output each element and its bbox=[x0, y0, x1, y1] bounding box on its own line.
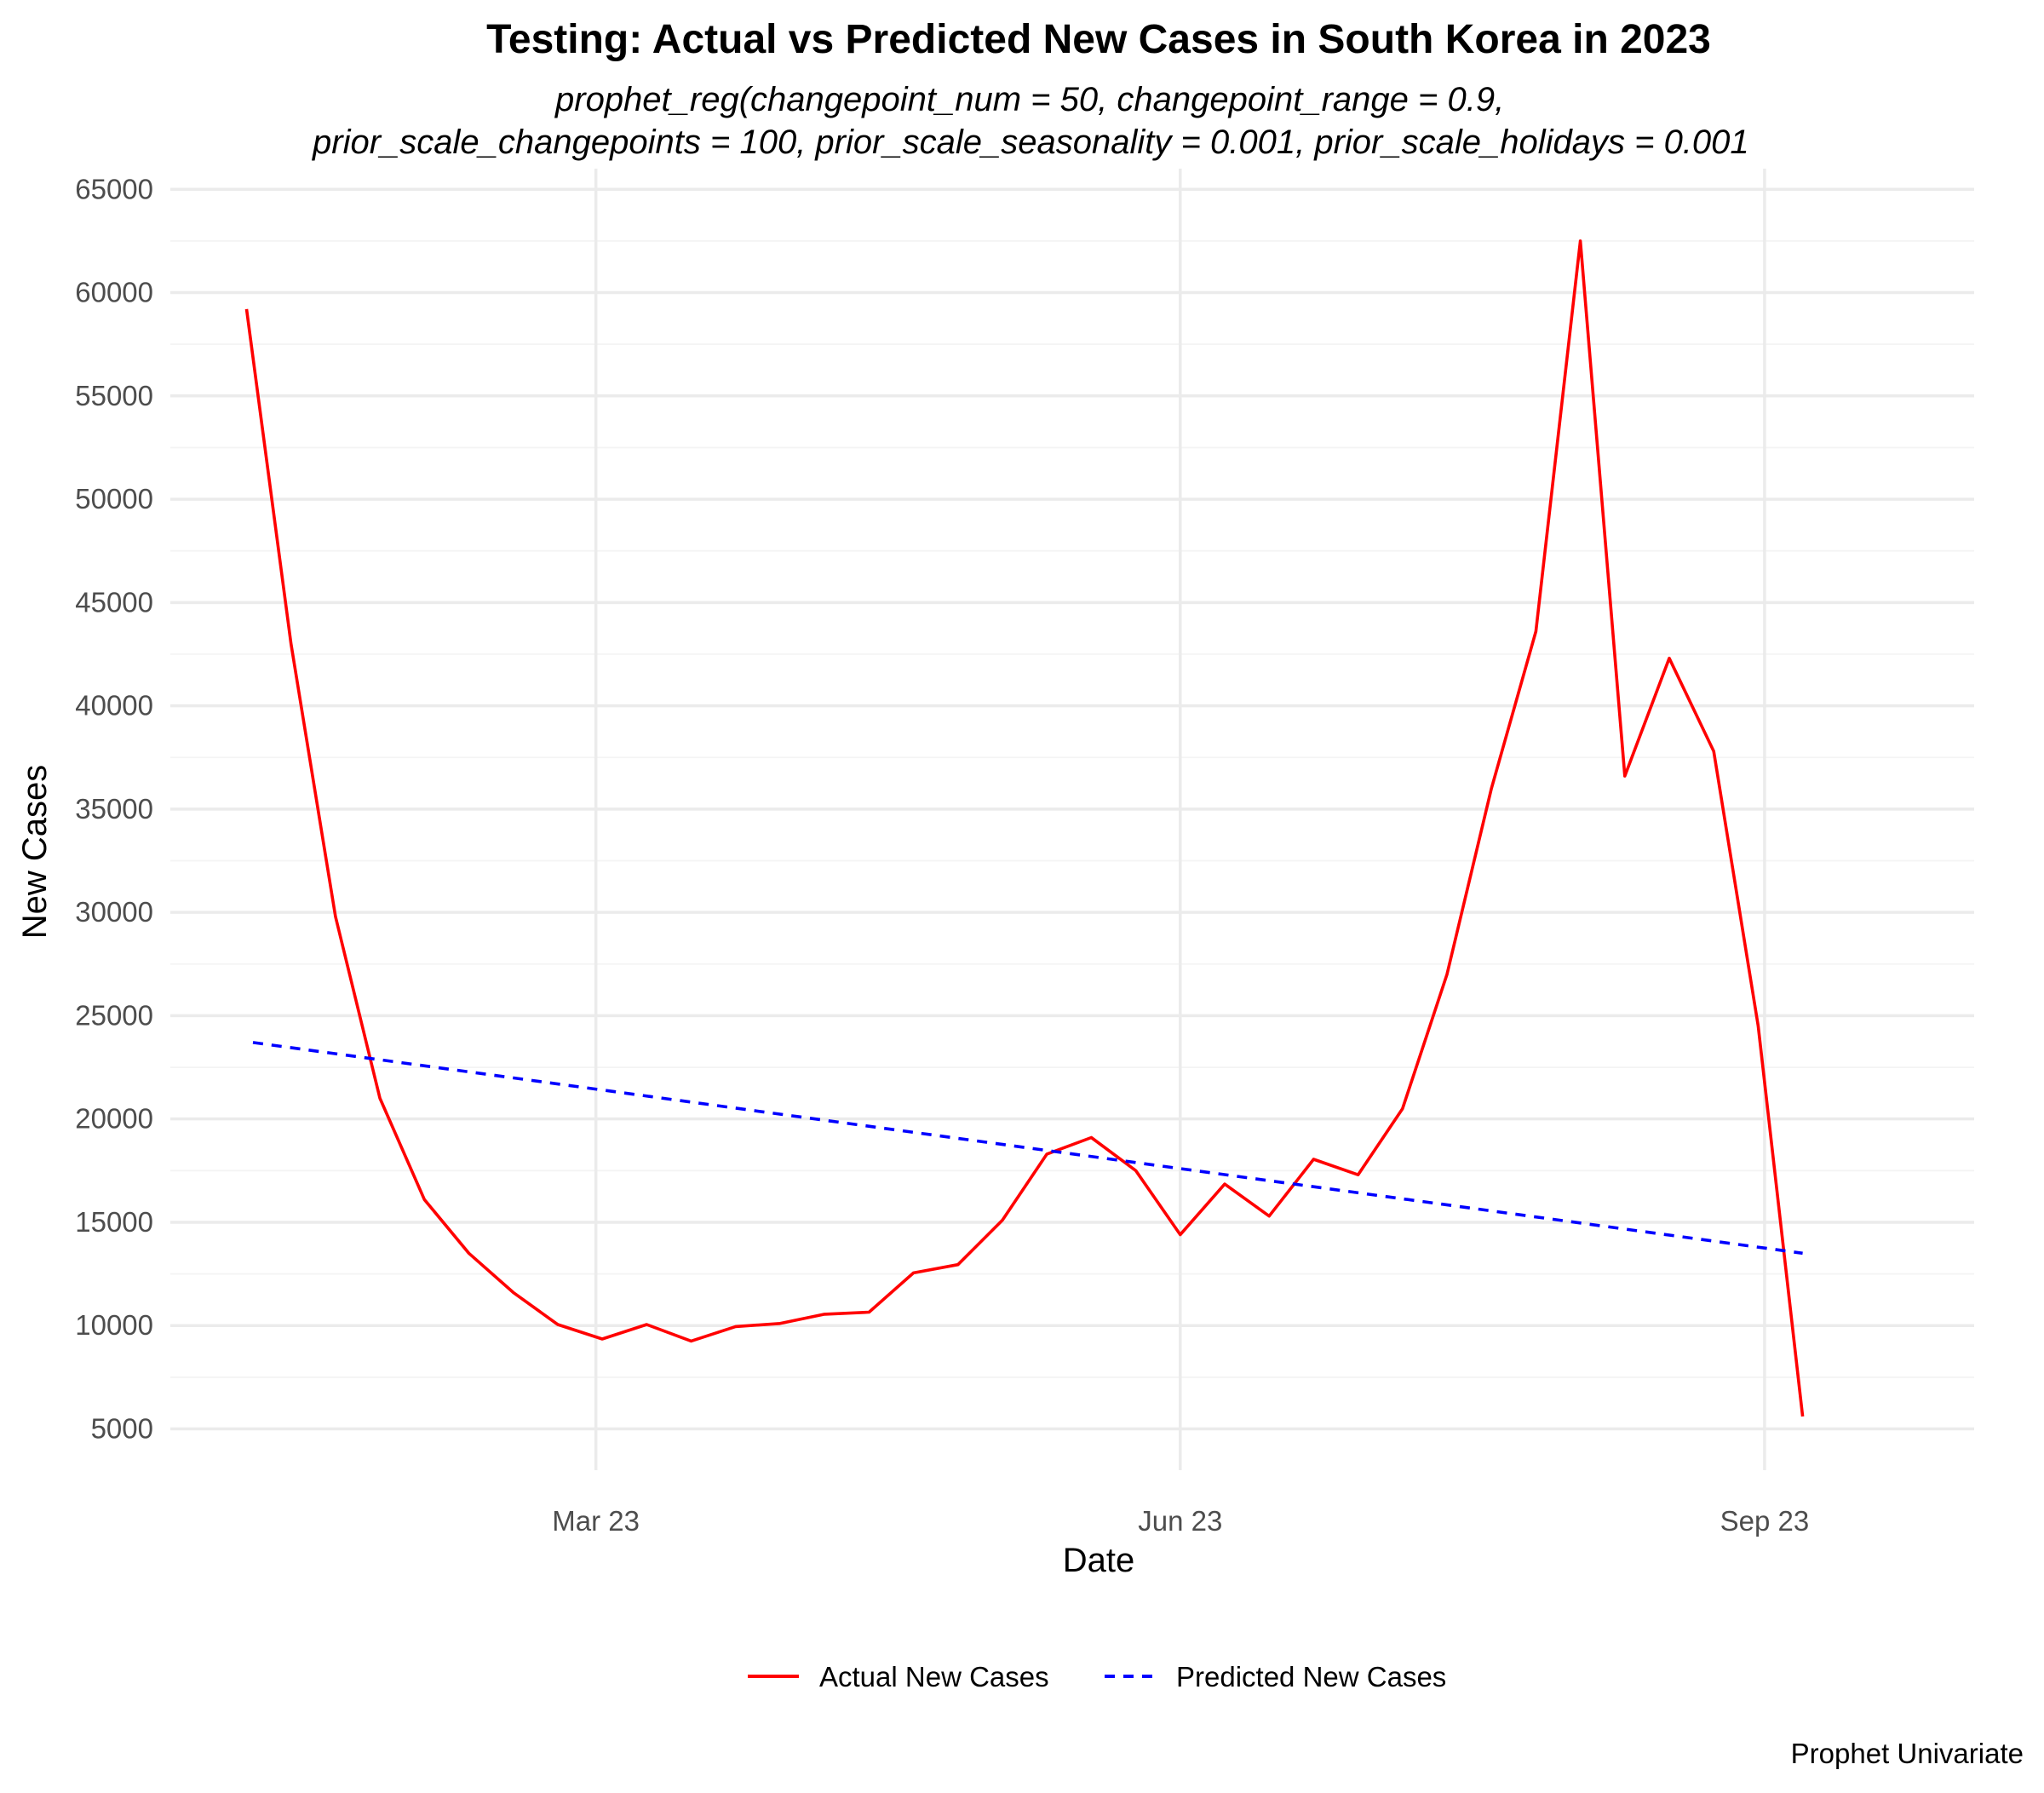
y-tick-label: 25000 bbox=[75, 999, 153, 1031]
y-tick-label: 40000 bbox=[75, 690, 153, 721]
y-tick-label: 15000 bbox=[75, 1206, 153, 1238]
y-tick-label: 10000 bbox=[75, 1309, 153, 1341]
chart-subtitle-line-1: prophet_reg(changepoint_num = 50, change… bbox=[554, 81, 1504, 118]
x-tick-label: Sep 23 bbox=[1720, 1505, 1810, 1537]
y-tick-label: 5000 bbox=[91, 1412, 153, 1444]
y-tick-label: 20000 bbox=[75, 1103, 153, 1135]
x-axis-title: Date bbox=[1063, 1542, 1135, 1579]
y-tick-label: 35000 bbox=[75, 793, 153, 825]
y-tick-label: 50000 bbox=[75, 483, 153, 514]
gridlines bbox=[170, 169, 1974, 1470]
y-tick-label: 45000 bbox=[75, 586, 153, 618]
chart-title: Testing: Actual vs Predicted New Cases i… bbox=[486, 17, 1711, 62]
y-axis-title: New Cases bbox=[16, 765, 54, 940]
x-axis-tick-labels: Mar 23 Jun 23 Sep 23 bbox=[552, 1505, 1809, 1537]
y-tick-label: 55000 bbox=[75, 380, 153, 411]
legend-label-actual: Actual New Cases bbox=[819, 1661, 1049, 1692]
x-tick-label: Mar 23 bbox=[552, 1505, 640, 1537]
chart-caption: Prophet Univariate bbox=[1791, 1738, 2024, 1769]
y-tick-label: 60000 bbox=[75, 277, 153, 308]
chart-subtitle-line-2: prior_scale_changepoints = 100, prior_sc… bbox=[312, 124, 1749, 161]
y-tick-label: 65000 bbox=[75, 173, 153, 204]
x-tick-label: Jun 23 bbox=[1138, 1505, 1222, 1537]
legend: Actual New Cases Predicted New Cases bbox=[748, 1661, 1446, 1692]
y-axis-tick-labels: 5000 10000 15000 20000 25000 30000 35000 40000 4… bbox=[75, 173, 153, 1444]
series-line-actual bbox=[244, 239, 1805, 1417]
y-tick-label: 30000 bbox=[75, 896, 153, 928]
series-lines bbox=[244, 239, 1805, 1417]
legend-label-predicted: Predicted New Cases bbox=[1176, 1661, 1446, 1692]
